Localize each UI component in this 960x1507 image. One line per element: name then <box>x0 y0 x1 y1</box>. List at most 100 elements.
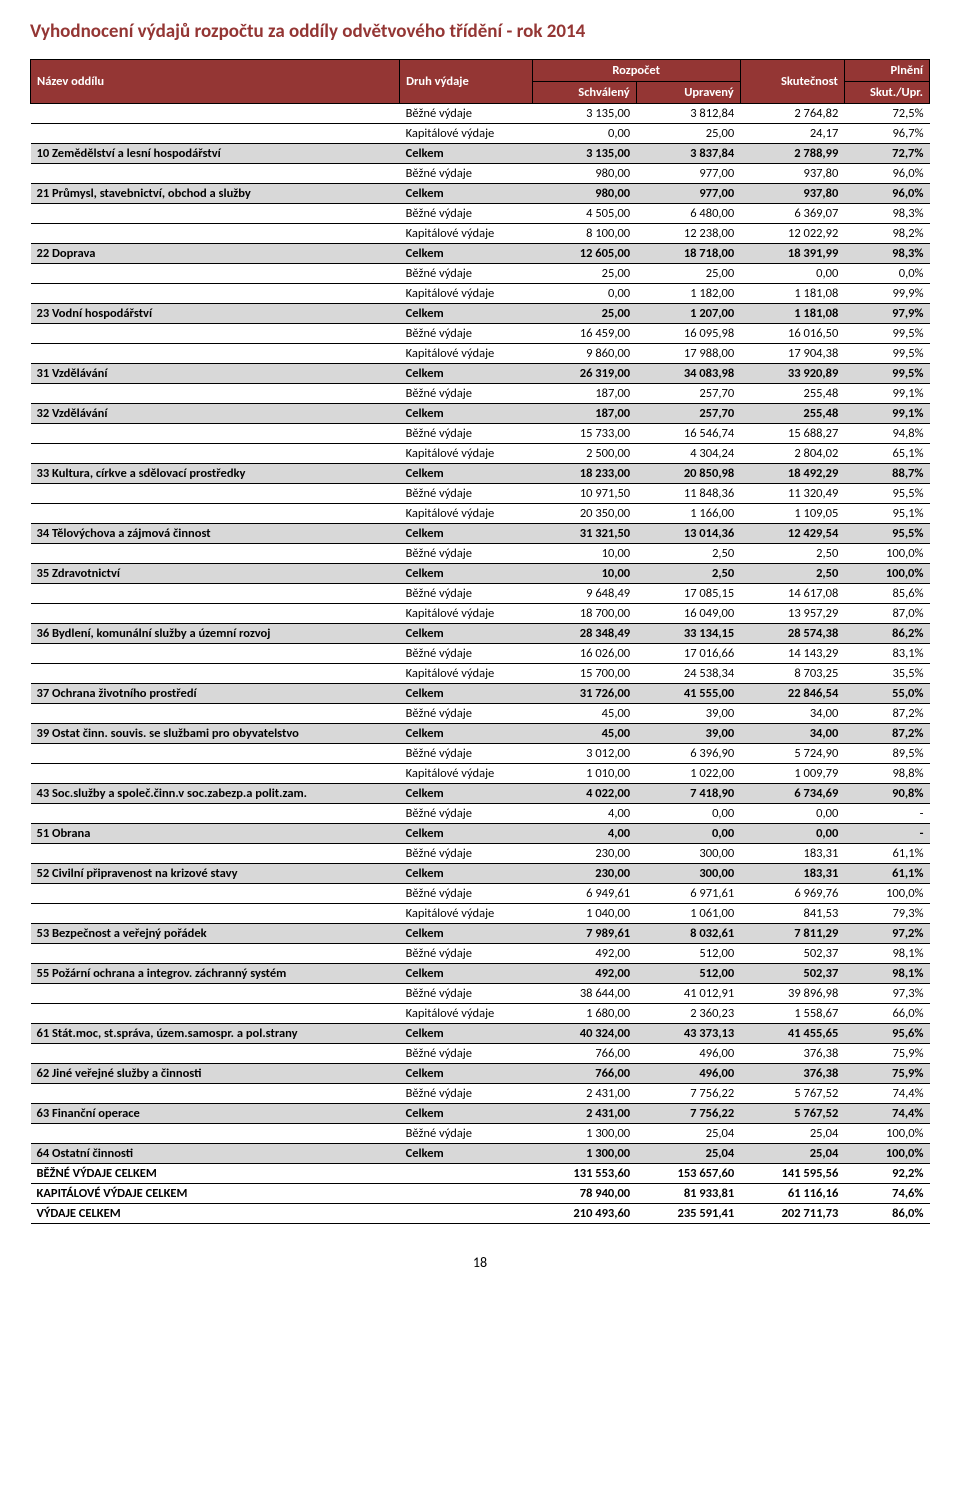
cell: 1 010,00 <box>532 764 636 784</box>
cell: 202 711,73 <box>740 1204 844 1224</box>
cell: 2,50 <box>636 564 740 584</box>
cell: 10,00 <box>532 564 636 584</box>
cell: 13 957,29 <box>740 604 844 624</box>
cell: 100,0% <box>844 884 929 904</box>
cell: 16 546,74 <box>636 424 740 444</box>
cell: 10 Zemědělství a lesní hospodářství <box>31 144 400 164</box>
cell: 38 644,00 <box>532 984 636 1004</box>
cell <box>31 1124 400 1144</box>
table-row: Kapitálové výdaje0,001 182,001 181,0899,… <box>31 284 930 304</box>
cell: 14 617,08 <box>740 584 844 604</box>
cell: 1 300,00 <box>532 1144 636 1164</box>
cell: Běžné výdaje <box>400 644 532 664</box>
cell: Běžné výdaje <box>400 704 532 724</box>
cell: 64 Ostatní činnosti <box>31 1144 400 1164</box>
table-row: 55 Požární ochrana a integrov. záchranný… <box>31 964 930 984</box>
cell: Celkem <box>400 364 532 384</box>
page-title: Vyhodnocení výdajů rozpočtu za oddíly od… <box>30 20 930 43</box>
cell: 3 012,00 <box>532 744 636 764</box>
cell <box>31 164 400 184</box>
cell: 8 100,00 <box>532 224 636 244</box>
cell: 14 143,29 <box>740 644 844 664</box>
cell: 4 505,00 <box>532 204 636 224</box>
cell: Kapitálové výdaje <box>400 124 532 144</box>
cell: 6 734,69 <box>740 784 844 804</box>
cell: Běžné výdaje <box>400 1084 532 1104</box>
cell: 7 989,61 <box>532 924 636 944</box>
cell: 65,1% <box>844 444 929 464</box>
cell: 99,1% <box>844 384 929 404</box>
cell <box>31 324 400 344</box>
cell: 5 767,52 <box>740 1084 844 1104</box>
cell: 496,00 <box>636 1044 740 1064</box>
cell: 15 733,00 <box>532 424 636 444</box>
cell: 6 369,07 <box>740 204 844 224</box>
cell <box>31 104 400 124</box>
th-skutecnost: Skutečnost <box>740 60 844 104</box>
cell: 7 811,29 <box>740 924 844 944</box>
cell: 87,0% <box>844 604 929 624</box>
cell: 25,04 <box>740 1124 844 1144</box>
cell: 6 396,90 <box>636 744 740 764</box>
cell: 3 837,84 <box>636 144 740 164</box>
cell: 0,00 <box>532 284 636 304</box>
cell: Celkem <box>400 724 532 744</box>
cell: 4 022,00 <box>532 784 636 804</box>
cell: 512,00 <box>636 964 740 984</box>
cell: 4,00 <box>532 824 636 844</box>
cell: 24 538,34 <box>636 664 740 684</box>
cell: 230,00 <box>532 844 636 864</box>
th-name: Název oddílu <box>31 60 400 104</box>
cell: 3 135,00 <box>532 104 636 124</box>
cell: 255,48 <box>740 404 844 424</box>
cell: 53 Bezpečnost a veřejný pořádek <box>31 924 400 944</box>
table-row: Běžné výdaje6 949,616 971,616 969,76100,… <box>31 884 930 904</box>
table-row: 10 Zemědělství a lesní hospodářstvíCelke… <box>31 144 930 164</box>
cell: 94,8% <box>844 424 929 444</box>
cell: Běžné výdaje <box>400 944 532 964</box>
cell: 25,00 <box>532 304 636 324</box>
table-row: Běžné výdaje2 431,007 756,225 767,5274,4… <box>31 1084 930 1104</box>
cell: Celkem <box>400 564 532 584</box>
cell: 100,0% <box>844 564 929 584</box>
cell: 87,2% <box>844 724 929 744</box>
table-row: Kapitálové výdaje15 700,0024 538,348 703… <box>31 664 930 684</box>
cell: 25,04 <box>740 1144 844 1164</box>
table-row: 22 DopravaCelkem12 605,0018 718,0018 391… <box>31 244 930 264</box>
cell: 16 459,00 <box>532 324 636 344</box>
table-row: 43 Soc.služby a společ.činn.v soc.zabezp… <box>31 784 930 804</box>
table-row: Běžné výdaje3 135,003 812,842 764,8272,5… <box>31 104 930 124</box>
cell <box>31 804 400 824</box>
cell: 78 940,00 <box>532 1184 636 1204</box>
cell: 95,5% <box>844 484 929 504</box>
table-row: Kapitálové výdaje1 010,001 022,001 009,7… <box>31 764 930 784</box>
cell: 502,37 <box>740 964 844 984</box>
cell: 23 Vodní hospodářství <box>31 304 400 324</box>
cell: 187,00 <box>532 384 636 404</box>
cell <box>400 1184 532 1204</box>
cell: 72,7% <box>844 144 929 164</box>
cell: 41 012,91 <box>636 984 740 1004</box>
cell: 34 Tělovýchova a zájmová činnost <box>31 524 400 544</box>
cell: Běžné výdaje <box>400 1124 532 1144</box>
cell: 39 896,98 <box>740 984 844 1004</box>
table-row: 36 Bydlení, komunální služby a územní ro… <box>31 624 930 644</box>
table-row: 21 Průmysl, stavebnictví, obchod a služb… <box>31 184 930 204</box>
cell: 74,4% <box>844 1084 929 1104</box>
cell: 98,2% <box>844 224 929 244</box>
cell: 1 181,08 <box>740 304 844 324</box>
cell: 0,00 <box>740 264 844 284</box>
cell: 99,1% <box>844 404 929 424</box>
table-row: Běžné výdaje10,002,502,50100,0% <box>31 544 930 564</box>
cell: Celkem <box>400 1024 532 1044</box>
cell: 96,0% <box>844 164 929 184</box>
cell: 95,1% <box>844 504 929 524</box>
cell: 55 Požární ochrana a integrov. záchranný… <box>31 964 400 984</box>
cell: 977,00 <box>636 164 740 184</box>
cell: 31 Vzdělávání <box>31 364 400 384</box>
cell: Celkem <box>400 524 532 544</box>
cell: - <box>844 824 929 844</box>
cell: Kapitálové výdaje <box>400 504 532 524</box>
cell: Běžné výdaje <box>400 584 532 604</box>
cell: Kapitálové výdaje <box>400 1004 532 1024</box>
